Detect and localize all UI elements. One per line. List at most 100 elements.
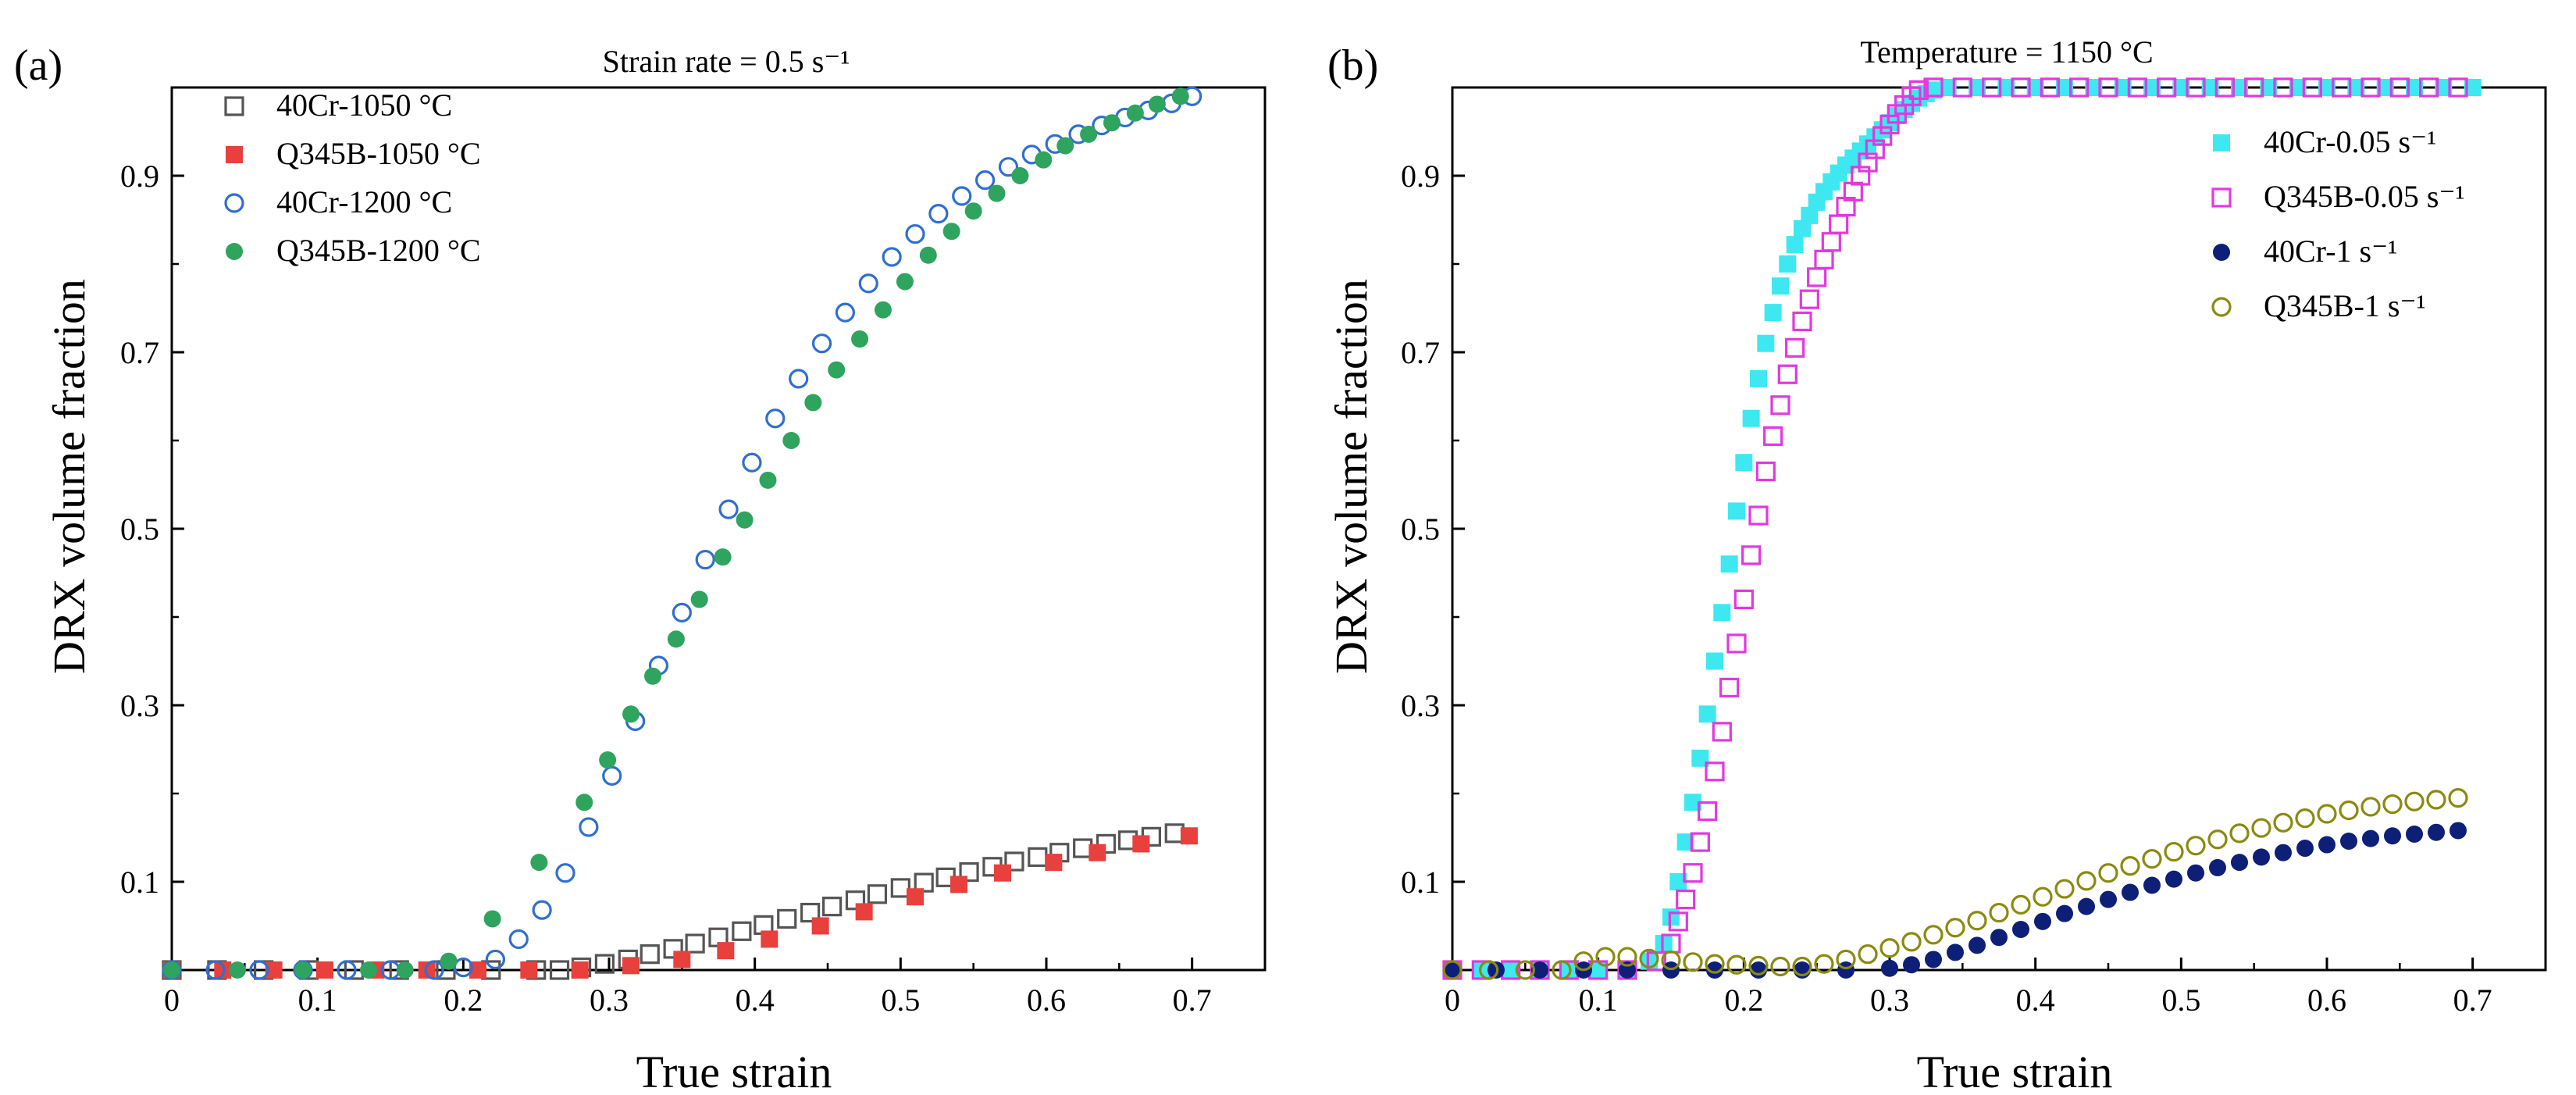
data-point xyxy=(1531,961,1548,979)
data-point xyxy=(2275,844,2292,861)
data-point xyxy=(1843,181,1863,202)
data-point xyxy=(1712,722,1732,742)
data-point xyxy=(622,957,640,975)
data-point xyxy=(571,961,589,979)
data-point xyxy=(811,917,829,935)
data-point xyxy=(1705,954,1725,974)
data-point xyxy=(265,961,283,979)
data-point xyxy=(1442,960,1463,980)
data-point xyxy=(1792,311,1812,332)
data-point xyxy=(2120,856,2140,876)
data-point xyxy=(396,961,414,979)
legend-marker xyxy=(2211,187,2232,208)
data-point xyxy=(2362,829,2379,847)
data-point xyxy=(1903,956,1920,974)
data-point xyxy=(214,961,232,979)
x-tick-label: 0.2 xyxy=(1724,983,1763,1018)
data-point xyxy=(1488,961,1505,979)
data-point xyxy=(2011,894,2031,915)
data-point xyxy=(622,705,640,723)
legend-label: 40Cr-1050 °C xyxy=(276,87,452,123)
data-point xyxy=(2201,79,2219,96)
data-point xyxy=(1444,961,1461,979)
data-point xyxy=(1473,961,1491,979)
data-point xyxy=(1764,304,1782,322)
x-tick-label: 0.7 xyxy=(2453,983,2492,1018)
data-point xyxy=(2428,823,2445,841)
data-point xyxy=(804,394,822,412)
data-point xyxy=(905,223,925,244)
data-point xyxy=(2273,77,2293,98)
series-4 xyxy=(1442,788,2468,980)
data-point xyxy=(1691,749,1709,767)
x-tick-label: 0 xyxy=(1445,983,1460,1018)
data-point xyxy=(2040,77,2060,98)
data-point xyxy=(1786,236,1804,254)
series-4 xyxy=(163,87,1189,979)
data-point xyxy=(759,471,777,489)
data-point xyxy=(2122,883,2139,901)
panel-b: (b) Temperature = 1150 °C DRX volume fra… xyxy=(1326,34,2547,1095)
legend-item: Q345B-0.05 s⁻¹ xyxy=(2211,179,2465,214)
data-point xyxy=(851,330,869,348)
data-point xyxy=(2339,800,2359,821)
x-tick-label: 0.4 xyxy=(2016,983,2055,1018)
legend-marker xyxy=(226,243,243,260)
data-point xyxy=(1865,139,1885,159)
data-point xyxy=(2318,836,2336,854)
data-point xyxy=(896,273,914,291)
data-point xyxy=(1967,911,1987,931)
data-point xyxy=(2186,77,2206,98)
data-point xyxy=(2209,858,2226,876)
data-point xyxy=(690,590,708,608)
data-point xyxy=(2347,79,2365,96)
data-point xyxy=(2142,849,2162,869)
data-point xyxy=(828,361,846,379)
data-point xyxy=(988,184,1006,202)
data-point xyxy=(2318,79,2336,96)
data-point xyxy=(2187,864,2204,882)
data-point xyxy=(1748,955,1769,976)
data-point xyxy=(1741,545,1762,565)
x-tick-label: 0.6 xyxy=(2307,983,2346,1018)
data-point xyxy=(2231,854,2248,872)
legend-marker xyxy=(226,146,243,163)
legend-marker xyxy=(2213,134,2230,152)
data-point xyxy=(1698,705,1716,723)
data-point xyxy=(1829,214,1849,234)
data-point xyxy=(1180,827,1198,845)
data-point xyxy=(2098,77,2118,98)
data-point xyxy=(1770,956,1790,977)
legend-label: Q345B-0.05 s⁻¹ xyxy=(2264,179,2465,214)
data-point xyxy=(530,854,548,872)
panel-a-ylabel: DRX volume fraction xyxy=(44,279,94,674)
data-point xyxy=(1923,77,1944,98)
series-2 xyxy=(163,827,1198,979)
data-point xyxy=(994,864,1011,882)
data-point xyxy=(555,863,575,883)
data-point xyxy=(718,499,739,519)
data-point xyxy=(1676,889,1696,910)
data-point xyxy=(1755,461,1776,482)
legend-item: 40Cr-0.05 s⁻¹ xyxy=(2213,124,2436,159)
data-point xyxy=(483,910,501,928)
panel-a-plot-frame xyxy=(170,86,1267,972)
legend-label: Q345B-1200 °C xyxy=(276,233,481,268)
panel-a-yticks: 0.1 0.3 0.5 0.7 0.9 xyxy=(120,159,184,900)
data-point xyxy=(2419,77,2439,98)
data-point xyxy=(964,202,982,220)
data-point xyxy=(163,961,180,979)
data-point xyxy=(1552,960,1572,980)
data-point xyxy=(1923,925,1944,945)
data-point xyxy=(950,876,967,893)
data-point xyxy=(1821,232,1841,252)
data-point xyxy=(811,333,832,354)
y-tick-label: 0.9 xyxy=(120,159,159,194)
data-point xyxy=(1573,951,1594,972)
data-point xyxy=(782,432,800,449)
data-point xyxy=(1706,961,1723,979)
panel-b-yticks: 0.1 0.3 0.5 0.7 0.9 xyxy=(1401,159,1465,900)
legend-item: Q345B-1050 °C xyxy=(226,136,481,171)
data-point xyxy=(1901,932,1922,952)
data-point xyxy=(1639,948,1659,968)
